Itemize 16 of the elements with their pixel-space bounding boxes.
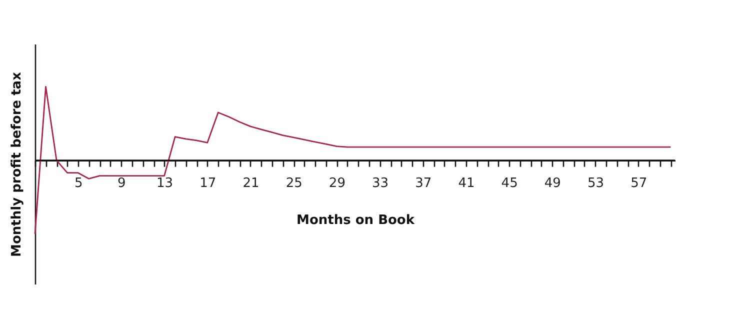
x-tick-label: 29 (328, 176, 346, 191)
x-tick-label: 5 (74, 176, 83, 191)
x-tick-label: 13 (156, 176, 174, 191)
x-tick-label: 41 (458, 176, 475, 191)
x-tick-label: 9 (118, 176, 126, 191)
x-tick-label: 49 (544, 176, 561, 191)
x-tick-label: 21 (242, 176, 260, 191)
x-tick-label: 33 (372, 176, 389, 191)
x-tick-label: 37 (415, 176, 432, 191)
x-tick-label: 17 (200, 176, 216, 191)
x-tick-label: 53 (587, 176, 604, 191)
x-tick-label: 25 (286, 176, 302, 191)
x-tick-label: 57 (630, 176, 648, 191)
x-tick-label: 45 (501, 176, 518, 191)
x-axis-title: Months on Book (296, 213, 415, 228)
y-axis-title: Monthly profit before tax (10, 71, 24, 257)
